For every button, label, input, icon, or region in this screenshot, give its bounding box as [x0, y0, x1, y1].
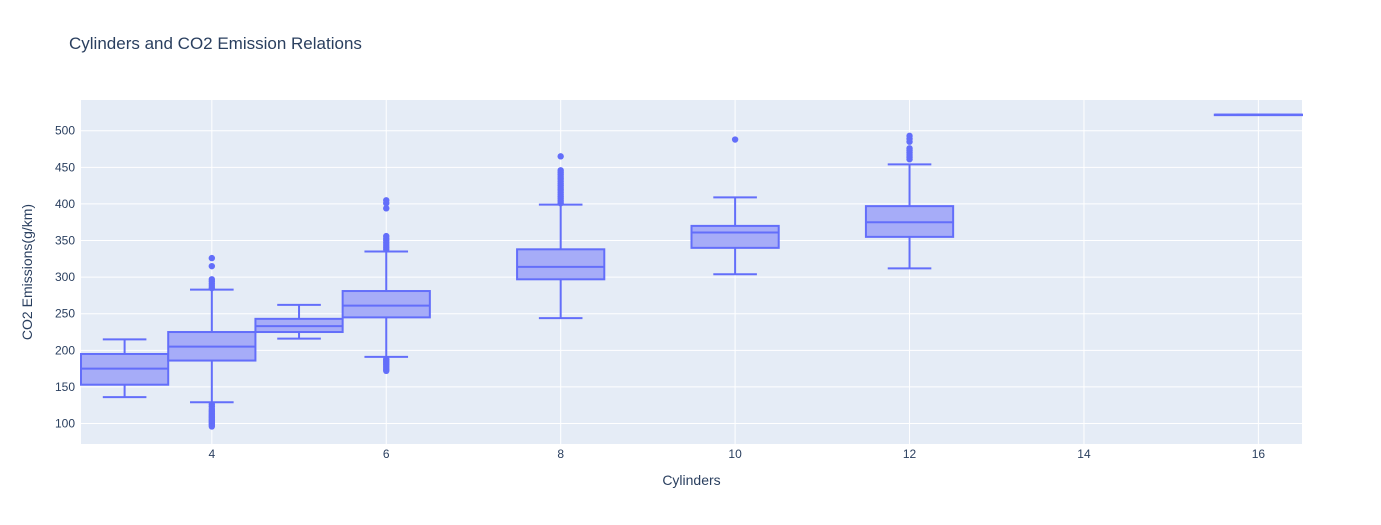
y-tick-label: 400: [55, 197, 75, 211]
outlier-point: [208, 276, 216, 283]
outlier-point: [557, 153, 564, 160]
y-tick-label: 300: [55, 270, 75, 284]
y-tick-label: 450: [55, 160, 75, 174]
x-tick-label: 6: [383, 447, 390, 461]
outlier-point: [383, 197, 390, 204]
y-tick-label: 150: [55, 380, 75, 394]
box-body: [690, 224, 780, 249]
y-axis-label: CO2 Emissions(g/km): [19, 204, 35, 340]
plot-area: [81, 100, 1302, 444]
outlier-point: [208, 254, 216, 262]
outlier-point: [383, 355, 390, 363]
outlier-point: [906, 145, 913, 152]
outlier-point: [383, 205, 390, 212]
outlier-point: [383, 232, 390, 240]
y-tick-label: 250: [55, 307, 75, 321]
outlier-point: [906, 132, 913, 140]
x-tick-label: 8: [557, 447, 564, 461]
chart-title: Cylinders and CO2 Emission Relations: [69, 34, 362, 53]
x-tick-label: 4: [208, 447, 215, 461]
x-tick-label: 14: [1077, 447, 1091, 461]
outlier-point: [731, 136, 739, 143]
x-tick-label: 10: [728, 447, 742, 461]
x-axis-label: Cylinders: [662, 472, 720, 488]
x-tick-label: 12: [903, 447, 917, 461]
outlier-point: [557, 167, 564, 174]
box-body: [341, 290, 431, 319]
box-body: [516, 248, 606, 281]
x-tick-label: 16: [1252, 447, 1266, 461]
y-tick-label: 350: [55, 234, 75, 248]
y-tick-label: 200: [55, 343, 75, 357]
outlier-point: [208, 401, 216, 408]
y-tick-label: 500: [55, 124, 75, 138]
outlier-point: [208, 262, 216, 270]
y-tick-label: 100: [55, 417, 75, 431]
